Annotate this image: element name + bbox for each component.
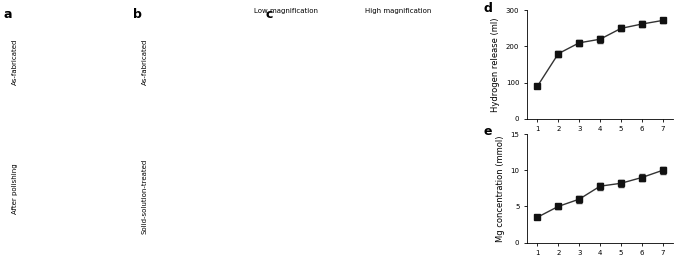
X-axis label: Immersion time (day): Immersion time (day) — [555, 138, 645, 147]
Y-axis label: Mg concentration (mmol): Mg concentration (mmol) — [496, 135, 505, 241]
Text: a: a — [3, 8, 12, 21]
Y-axis label: Hydrogen release (ml): Hydrogen release (ml) — [492, 17, 500, 112]
Text: Solid-solution-treated: Solid-solution-treated — [141, 158, 148, 234]
Text: As-fabricated: As-fabricated — [141, 39, 148, 85]
Text: As-fabricated: As-fabricated — [12, 39, 18, 85]
Text: e: e — [483, 125, 492, 139]
Text: After polishing: After polishing — [12, 163, 18, 214]
Text: d: d — [483, 2, 492, 15]
Text: High magnification: High magnification — [364, 8, 431, 14]
Text: b: b — [133, 8, 141, 21]
Text: Low magnification: Low magnification — [254, 8, 318, 14]
Text: c: c — [265, 8, 273, 21]
